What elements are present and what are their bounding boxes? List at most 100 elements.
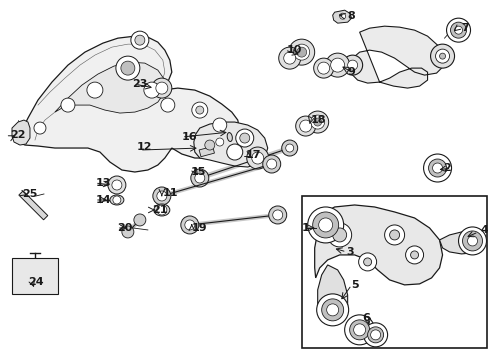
Text: 9: 9 xyxy=(347,67,355,77)
Circle shape xyxy=(288,39,314,65)
Circle shape xyxy=(262,155,280,173)
Circle shape xyxy=(191,102,207,118)
Circle shape xyxy=(195,106,203,114)
Circle shape xyxy=(235,129,253,147)
Circle shape xyxy=(281,140,297,156)
Circle shape xyxy=(299,120,311,132)
Text: 22: 22 xyxy=(10,130,25,140)
Circle shape xyxy=(293,44,309,60)
Text: 3: 3 xyxy=(346,247,353,257)
Circle shape xyxy=(326,304,338,316)
Circle shape xyxy=(278,47,300,69)
Text: 7: 7 xyxy=(461,23,468,33)
Circle shape xyxy=(325,53,349,77)
Circle shape xyxy=(87,82,102,98)
Circle shape xyxy=(34,122,46,134)
Circle shape xyxy=(246,147,268,169)
Circle shape xyxy=(313,118,321,126)
Circle shape xyxy=(342,55,362,75)
Bar xyxy=(199,147,214,157)
Circle shape xyxy=(321,299,343,321)
Circle shape xyxy=(427,159,446,177)
Circle shape xyxy=(61,98,75,112)
Ellipse shape xyxy=(227,132,232,141)
Circle shape xyxy=(226,144,242,160)
Text: 23: 23 xyxy=(132,79,147,89)
Circle shape xyxy=(458,227,486,255)
Circle shape xyxy=(156,82,167,94)
Circle shape xyxy=(384,225,404,245)
Circle shape xyxy=(358,253,376,271)
Circle shape xyxy=(122,226,134,238)
Ellipse shape xyxy=(154,204,169,216)
Circle shape xyxy=(454,26,462,34)
Circle shape xyxy=(432,163,442,173)
Polygon shape xyxy=(349,26,444,88)
Text: 19: 19 xyxy=(191,223,207,233)
Circle shape xyxy=(266,159,276,169)
Circle shape xyxy=(157,191,166,201)
Circle shape xyxy=(295,116,315,136)
Circle shape xyxy=(215,138,224,146)
Text: 4: 4 xyxy=(480,225,488,235)
Text: 21: 21 xyxy=(152,205,167,215)
Circle shape xyxy=(462,231,482,251)
Polygon shape xyxy=(317,265,347,320)
Circle shape xyxy=(344,315,374,345)
Circle shape xyxy=(116,56,140,80)
Text: 6: 6 xyxy=(362,313,370,323)
Circle shape xyxy=(161,98,175,112)
Circle shape xyxy=(143,82,160,98)
Circle shape xyxy=(190,169,208,187)
Circle shape xyxy=(283,52,295,64)
Text: 13: 13 xyxy=(96,178,111,188)
Circle shape xyxy=(134,214,145,226)
Bar xyxy=(12,258,58,294)
Text: 15: 15 xyxy=(190,167,206,177)
Circle shape xyxy=(367,327,383,343)
Text: 20: 20 xyxy=(117,223,132,233)
Polygon shape xyxy=(193,122,267,167)
Polygon shape xyxy=(439,232,477,254)
Circle shape xyxy=(318,218,332,232)
Circle shape xyxy=(204,140,214,150)
Circle shape xyxy=(296,47,306,57)
Text: 25: 25 xyxy=(22,189,37,199)
Circle shape xyxy=(306,111,328,133)
Circle shape xyxy=(313,58,333,78)
Circle shape xyxy=(353,324,365,336)
Circle shape xyxy=(184,220,194,230)
Circle shape xyxy=(268,206,286,224)
Circle shape xyxy=(430,44,454,68)
Circle shape xyxy=(405,246,423,264)
Text: 12: 12 xyxy=(137,142,152,152)
Circle shape xyxy=(330,58,344,72)
Circle shape xyxy=(410,251,418,259)
Circle shape xyxy=(181,216,199,234)
Circle shape xyxy=(285,144,293,152)
Bar xyxy=(301,196,486,348)
Circle shape xyxy=(157,205,166,215)
Polygon shape xyxy=(55,62,164,113)
Circle shape xyxy=(423,154,450,182)
Text: 11: 11 xyxy=(163,188,178,198)
Polygon shape xyxy=(314,205,442,285)
Circle shape xyxy=(349,320,369,340)
Circle shape xyxy=(272,210,282,220)
Text: 5: 5 xyxy=(351,280,359,290)
Circle shape xyxy=(310,115,324,129)
Circle shape xyxy=(449,22,466,38)
Circle shape xyxy=(153,187,170,205)
Circle shape xyxy=(121,61,135,75)
Text: 16: 16 xyxy=(182,132,197,142)
Circle shape xyxy=(332,228,346,242)
Text: 24: 24 xyxy=(28,277,43,287)
Circle shape xyxy=(312,212,338,238)
Circle shape xyxy=(439,53,445,59)
Circle shape xyxy=(108,176,125,194)
Circle shape xyxy=(327,223,351,247)
Ellipse shape xyxy=(110,195,123,205)
Text: 17: 17 xyxy=(245,150,261,160)
Circle shape xyxy=(239,133,249,143)
Text: 14: 14 xyxy=(96,195,111,205)
